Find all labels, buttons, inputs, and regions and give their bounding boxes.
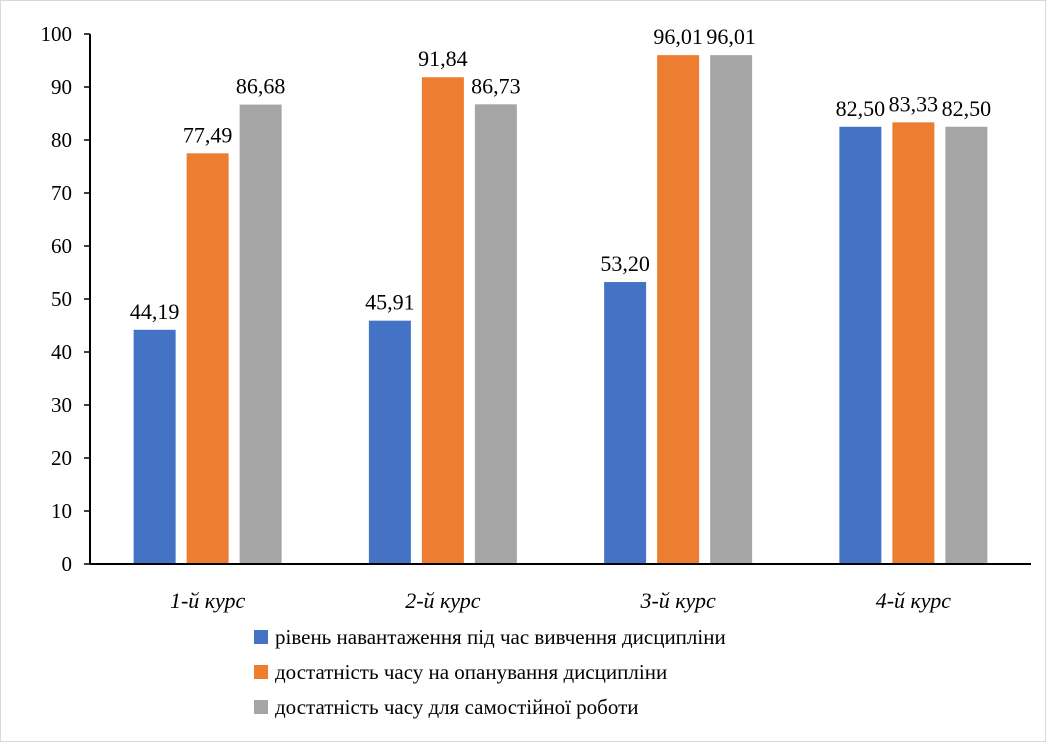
legend-label-2: достатність часу на опанування дисциплін… (275, 660, 667, 684)
y-tick-label-40: 40 (51, 340, 72, 364)
y-tick-label-50: 50 (51, 287, 72, 311)
bar-series2-3 (657, 55, 700, 564)
bars-layer (133, 55, 988, 565)
bar-series3-2 (474, 104, 517, 565)
data-label-series1-2: 45,91 (365, 290, 415, 315)
bar-series1-1 (133, 329, 176, 564)
legend-label-3: достатність часу для самостійної роботи (275, 695, 639, 719)
legend: рівень навантаження під час вивчення дис… (254, 625, 726, 719)
data-label-series3-1: 86,68 (236, 74, 286, 99)
x-category-labels: 1-й курс 2-й курс 3-й курс 4-й курс (170, 588, 951, 613)
bar-series2-2 (421, 77, 464, 565)
y-tick-label-20: 20 (51, 446, 72, 470)
category-label-1: 1-й курс (170, 588, 246, 613)
y-tick-label-90: 90 (51, 75, 72, 99)
bar-series1-2 (368, 320, 411, 564)
data-label-series2-4: 83,33 (889, 91, 939, 116)
data-label-series1-4: 82,50 (836, 96, 886, 121)
bar-series3-3 (710, 55, 753, 564)
bar-series3-1 (239, 104, 282, 564)
data-label-series2-2: 91,84 (418, 46, 468, 71)
data-label-series3-3: 96,01 (706, 24, 756, 49)
legend-swatch-2 (254, 665, 268, 679)
data-label-series1-3: 53,20 (600, 251, 650, 276)
y-tick-label-70: 70 (51, 181, 72, 205)
data-label-series2-3: 96,01 (653, 24, 703, 49)
data-label-series3-2: 86,73 (471, 73, 521, 98)
category-label-2: 2-й курс (405, 588, 481, 613)
y-tick-labels: 0 10 20 30 40 50 60 70 80 90 100 (41, 22, 73, 576)
y-tick-label-60: 60 (51, 234, 72, 258)
y-tick-label-0: 0 (62, 552, 73, 576)
data-label-series1-1: 44,19 (130, 299, 180, 324)
y-tick-label-30: 30 (51, 393, 72, 417)
legend-swatch-1 (254, 630, 268, 644)
y-tick-label-80: 80 (51, 128, 72, 152)
bar-series1-3 (604, 282, 647, 564)
bar-series2-4 (892, 122, 935, 564)
y-tick-label-10: 10 (51, 499, 72, 523)
category-label-3: 3-й курс (639, 588, 716, 613)
legend-swatch-3 (254, 700, 268, 714)
bar-series1-4 (839, 126, 882, 564)
data-label-series2-1: 77,49 (183, 122, 233, 147)
category-label-4: 4-й курс (876, 588, 952, 613)
axes-layer (84, 33, 1031, 565)
data-label-series3-4: 82,50 (942, 96, 992, 121)
bar-series3-4 (945, 126, 988, 564)
bar-series2-1 (186, 153, 229, 565)
y-tick-label-100: 100 (41, 22, 73, 46)
legend-label-1: рівень навантаження під час вивчення дис… (275, 625, 726, 649)
